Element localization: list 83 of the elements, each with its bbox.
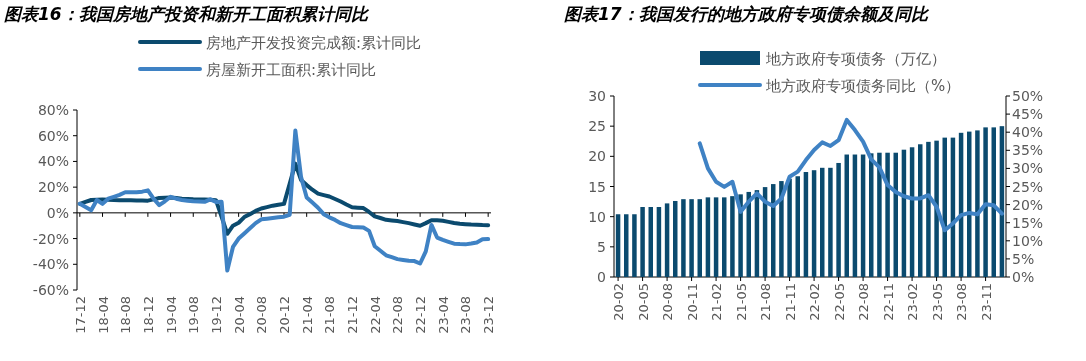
bar [779, 181, 784, 277]
bar [632, 214, 637, 277]
y2-tick-label: 0% [1012, 269, 1035, 285]
bar [828, 167, 833, 277]
x-tick-label: 23-04 [435, 296, 451, 334]
legend-label: 地方政府专项债务（万亿） [765, 50, 946, 68]
y-tick-label: 80% [37, 102, 69, 118]
y2-tick-label: 30% [1012, 160, 1044, 177]
x-tick-label: 20-05 [635, 283, 651, 321]
x-tick-label: 23-05 [929, 283, 945, 321]
x-tick-label: 23-08 [954, 283, 970, 321]
x-tick-label: 20-08 [660, 283, 676, 321]
bar [836, 162, 841, 277]
y-tick-label: 5 [597, 238, 606, 255]
bar [934, 140, 939, 277]
y-tick-label: -40% [32, 256, 69, 273]
x-tick-label: 20-11 [684, 283, 700, 321]
y2-tick-label: 10% [1012, 232, 1044, 249]
x-tick-label: 22-05 [831, 283, 847, 321]
y2-tick-label: 25% [1012, 178, 1044, 195]
x-tick-label: 21-08 [758, 283, 774, 321]
bar [730, 196, 735, 277]
y-tick-label: 0 [597, 269, 606, 285]
y-tick-label: -20% [32, 230, 69, 247]
legend-label: 地方政府专项债务同比（%） [765, 77, 961, 95]
y-tick-label: 20% [37, 179, 69, 196]
legend-label: 房地产开发投资完成额:累计同比 [206, 34, 422, 52]
x-tick-label: 21-12 [345, 296, 361, 334]
bar [681, 199, 686, 277]
bar [640, 207, 645, 277]
y2-tick-label: 5% [1012, 250, 1035, 267]
bar [926, 141, 931, 277]
x-tick-label: 20-02 [611, 283, 627, 321]
bar [877, 152, 882, 277]
x-tick-label: 23-12 [481, 296, 497, 334]
x-tick-label: 21-11 [782, 283, 798, 321]
y2-tick-label: 20% [1012, 196, 1044, 213]
bar [689, 199, 694, 277]
legend-label: 房屋新开工面积:累计同比 [206, 61, 377, 79]
x-tick-label: 18-04 [95, 296, 111, 334]
x-tick-label: 22-11 [880, 283, 896, 321]
x-tick-label: 22-04 [367, 296, 383, 334]
y-tick-label: 15 [588, 178, 606, 195]
y2-tick-label: 35% [1012, 142, 1044, 159]
y2-tick-label: 15% [1012, 214, 1044, 231]
x-tick-label: 21-02 [709, 283, 725, 321]
x-tick-label: 23-11 [978, 283, 994, 321]
y-tick-label: 20 [588, 148, 606, 165]
x-tick-label: 17-12 [72, 296, 88, 334]
y-tick-label: 40% [37, 153, 69, 170]
y-tick-label: 60% [37, 127, 69, 144]
x-tick-label: 18-12 [140, 296, 156, 334]
x-tick-label: 19-04 [163, 296, 179, 334]
chart-title: 图表16：我国房地产投资和新开工面积累计同比 [4, 4, 370, 24]
x-tick-label: 23-02 [905, 283, 921, 321]
y2-tick-label: 40% [1012, 124, 1044, 141]
x-tick-label: 18-08 [118, 296, 134, 334]
x-tick-label: 22-02 [807, 283, 823, 321]
bar [885, 152, 890, 277]
y-tick-label: -60% [32, 282, 69, 298]
x-tick-label: 20-08 [254, 296, 270, 334]
y-tick-label: 10 [588, 208, 606, 225]
y-tick-label: 30 [588, 88, 606, 104]
x-tick-label: 20-12 [277, 296, 292, 334]
x-tick-label: 21-04 [299, 296, 315, 334]
x-tick-label: 22-08 [856, 283, 872, 321]
y-tick-label: 25 [588, 118, 606, 135]
x-tick-label: 22-12 [413, 296, 429, 334]
bar [787, 178, 792, 277]
y2-tick-label: 50% [1012, 88, 1044, 104]
bar [983, 127, 988, 277]
line-series [697, 117, 1004, 233]
chart-title: 图表17：我国发行的地方政府专项债余额及同比 [564, 4, 930, 24]
bar [975, 130, 980, 277]
x-tick-label: 23-08 [458, 296, 474, 334]
x-tick-label: 19-12 [208, 296, 224, 334]
x-tick-label: 22-08 [390, 296, 406, 334]
y-tick-label: 0% [46, 204, 69, 221]
x-tick-label: 19-08 [186, 296, 202, 334]
x-tick-label: 21-08 [322, 296, 338, 334]
y2-tick-label: 45% [1012, 106, 1044, 123]
x-tick-label: 20-04 [231, 296, 247, 334]
x-tick-label: 21-05 [733, 283, 749, 321]
